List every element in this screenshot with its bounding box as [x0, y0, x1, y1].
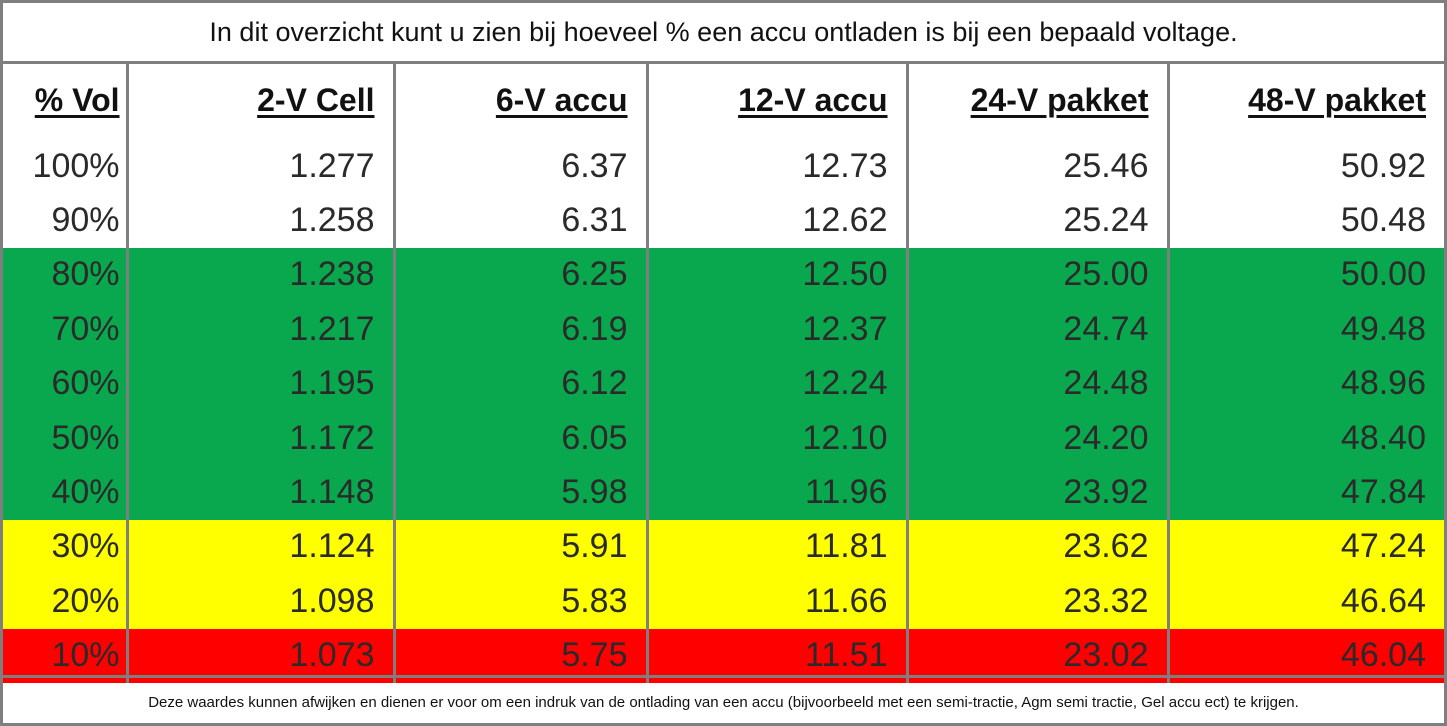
- table-cell: 50.00: [1166, 247, 1444, 303]
- column-header-vol: % Vol: [34, 82, 120, 118]
- table-cell: 1.172: [125, 410, 394, 466]
- table-cell: 1.277: [125, 139, 394, 194]
- table-cell: 5.83: [392, 574, 647, 629]
- table-cell: 23.02: [905, 628, 1168, 683]
- table-cell: 23.32: [905, 574, 1168, 629]
- page-title: In dit overzicht kunt u zien bij hoeveel…: [3, 3, 1444, 64]
- table-cell: 24.74: [905, 302, 1168, 357]
- table-cell: 50.48: [1166, 193, 1444, 248]
- column-header-12v-accu: 12-V accu: [645, 64, 907, 139]
- table-row: 30% 1.124 5.91 11.81 23.62 47.24: [3, 519, 1444, 575]
- table-cell: 6.19: [392, 302, 647, 357]
- table-cell: 25.24: [905, 193, 1168, 248]
- table-cell: 1.073: [125, 628, 394, 683]
- table-row: 40% 1.148 5.98 11.96 23.92 47.84: [3, 465, 1444, 520]
- table-cell: 80%: [3, 247, 127, 303]
- table-cell: 1.124: [125, 519, 394, 575]
- table-cell: 48.40: [1166, 410, 1444, 466]
- table-cell: 70%: [3, 302, 127, 357]
- table-row: 90% 1.258 6.31 12.62 25.24 50.48: [3, 193, 1444, 248]
- table-cell: 30%: [3, 519, 127, 575]
- table-cell: 6.37: [392, 139, 647, 194]
- footnote: Deze waardes kunnen afwijken en dienen e…: [3, 675, 1444, 726]
- table-cell: 10%: [3, 628, 127, 683]
- table-cell: 1.098: [125, 574, 394, 629]
- table-cell: 12.37: [645, 302, 907, 357]
- table-cell: 6.05: [392, 410, 647, 466]
- table-cell: 23.62: [905, 519, 1168, 575]
- table-cell: 5.75: [392, 628, 647, 683]
- table-cell: 49.48: [1166, 302, 1444, 357]
- table-cell: 12.10: [645, 410, 907, 466]
- table-cell: 23.92: [905, 465, 1168, 520]
- column-header-24v-pakket: 24-V pakket: [905, 64, 1168, 139]
- table-cell: 25.46: [905, 139, 1168, 194]
- table-cell: 24.48: [905, 356, 1168, 411]
- table-cell: 11.96: [645, 465, 907, 520]
- table-cell: 40%: [3, 465, 127, 520]
- table-cell: 11.66: [645, 574, 907, 629]
- column-header-2v-cell: 2-V Cell: [125, 64, 394, 139]
- table-cell: 12.62: [645, 193, 907, 248]
- table-row: 20% 1.098 5.83 11.66 23.32 46.64: [3, 574, 1444, 629]
- table-cell: 1.258: [125, 193, 394, 248]
- table-row: 70% 1.217 6.19 12.37 24.74 49.48: [3, 302, 1444, 357]
- table-row: 60% 1.195 6.12 12.24 24.48 48.96: [3, 356, 1444, 411]
- table-cell: 12.73: [645, 139, 907, 194]
- table-cell: 6.12: [392, 356, 647, 411]
- column-header-6v-accu: 6-V accu: [392, 64, 647, 139]
- table-cell: 1.217: [125, 302, 394, 357]
- table-cell: 1.148: [125, 465, 394, 520]
- table-cell: 47.24: [1166, 519, 1444, 575]
- table-cell: 46.64: [1166, 574, 1444, 629]
- discharge-table: % Vol 2-V Cell 6-V accu 12-V accu 24-V p…: [3, 64, 1444, 683]
- table-cell: 5.91: [392, 519, 647, 575]
- table-cell: 12.24: [645, 356, 907, 411]
- table-cell: 1.238: [125, 247, 394, 303]
- table-cell: 5.98: [392, 465, 647, 520]
- table-cell: 60%: [3, 356, 127, 411]
- table-cell: 24.20: [905, 410, 1168, 466]
- table-row: 50% 1.172 6.05 12.10 24.20 48.40: [3, 410, 1444, 466]
- table-row: 80% 1.238 6.25 12.50 25.00 50.00: [3, 247, 1444, 303]
- table-cell: 25.00: [905, 247, 1168, 303]
- table-cell: 90%: [3, 193, 127, 248]
- table-cell: 50%: [3, 410, 127, 466]
- table-cell: 50.92: [1166, 139, 1444, 194]
- table-cell: 48.96: [1166, 356, 1444, 411]
- table-cell: 46.04: [1166, 628, 1444, 683]
- table-cell: 6.25: [392, 247, 647, 303]
- table-cell: 12.50: [645, 247, 907, 303]
- table-cell: 11.81: [645, 519, 907, 575]
- table-row: 100% 1.277 6.37 12.73 25.46 50.92: [3, 139, 1444, 194]
- table-row: 10% 1.073 5.75 11.51 23.02 46.04: [3, 628, 1444, 683]
- table-header-row: % Vol 2-V Cell 6-V accu 12-V accu 24-V p…: [3, 64, 1444, 139]
- table-cell: 11.51: [645, 628, 907, 683]
- column-header-48v-pakket: 48-V pakket: [1166, 64, 1444, 139]
- table-cell: 20%: [3, 574, 127, 629]
- table-cell: 1.195: [125, 356, 394, 411]
- table-cell: 100%: [3, 139, 127, 194]
- table-cell: 47.84: [1166, 465, 1444, 520]
- table-cell: 6.31: [392, 193, 647, 248]
